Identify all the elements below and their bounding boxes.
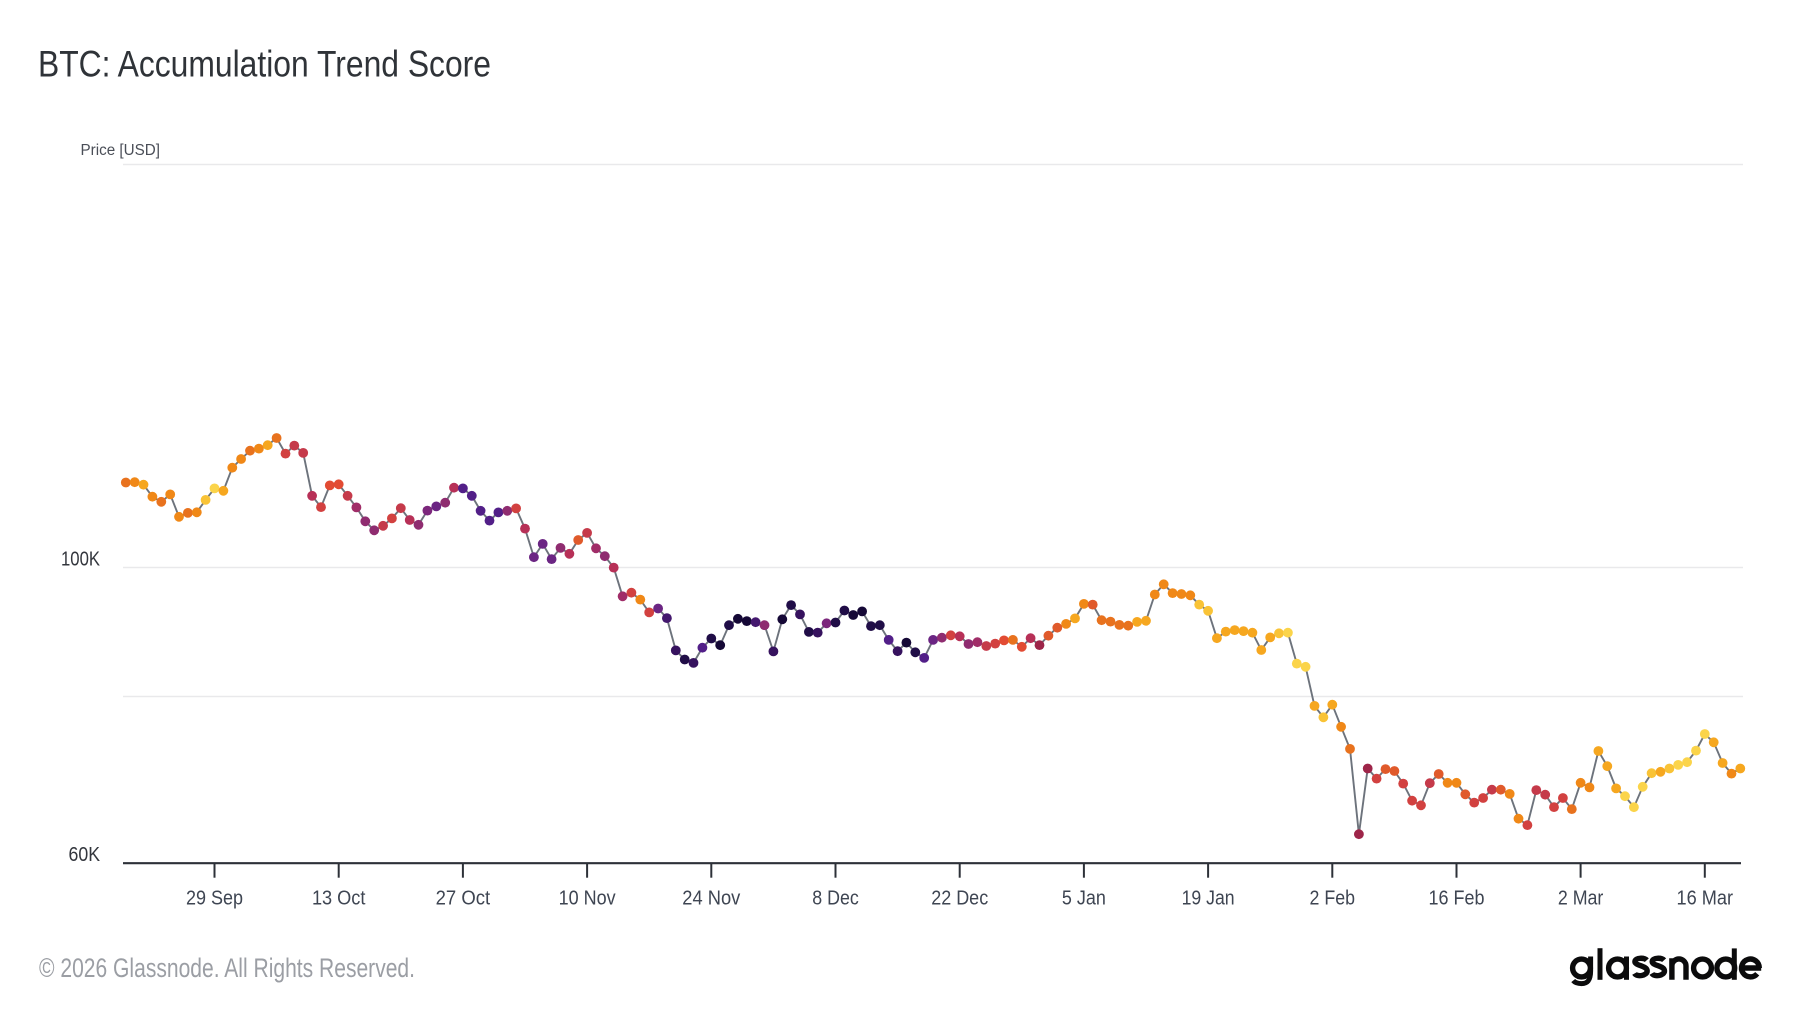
svg-text:60K: 60K [69, 844, 101, 866]
svg-text:27 Oct: 27 Oct [436, 887, 491, 909]
svg-text:19 Jan: 19 Jan [1182, 887, 1235, 909]
svg-text:2 Mar: 2 Mar [1558, 887, 1604, 909]
svg-text:13 Oct: 13 Oct [312, 887, 366, 909]
svg-text:29 Sep: 29 Sep [186, 887, 243, 909]
svg-text:100K: 100K [61, 549, 101, 571]
svg-text:2 Feb: 2 Feb [1310, 887, 1356, 909]
svg-text:16 Feb: 16 Feb [1429, 887, 1485, 909]
svg-text:16 Mar: 16 Mar [1677, 887, 1734, 909]
svg-text:Price [USD]: Price [USD] [81, 142, 161, 159]
svg-text:8 Dec: 8 Dec [812, 887, 859, 909]
svg-text:5 Jan: 5 Jan [1062, 887, 1106, 909]
svg-text:24 Nov: 24 Nov [682, 887, 740, 909]
svg-text:10 Nov: 10 Nov [559, 887, 616, 909]
svg-text:BTC: Accumulation Trend Score: BTC: Accumulation Trend Score [38, 43, 491, 85]
svg-text:© 2026 Glassnode. All Rights R: © 2026 Glassnode. All Rights Reserved. [39, 953, 415, 983]
svg-text:22 Dec: 22 Dec [931, 887, 988, 909]
